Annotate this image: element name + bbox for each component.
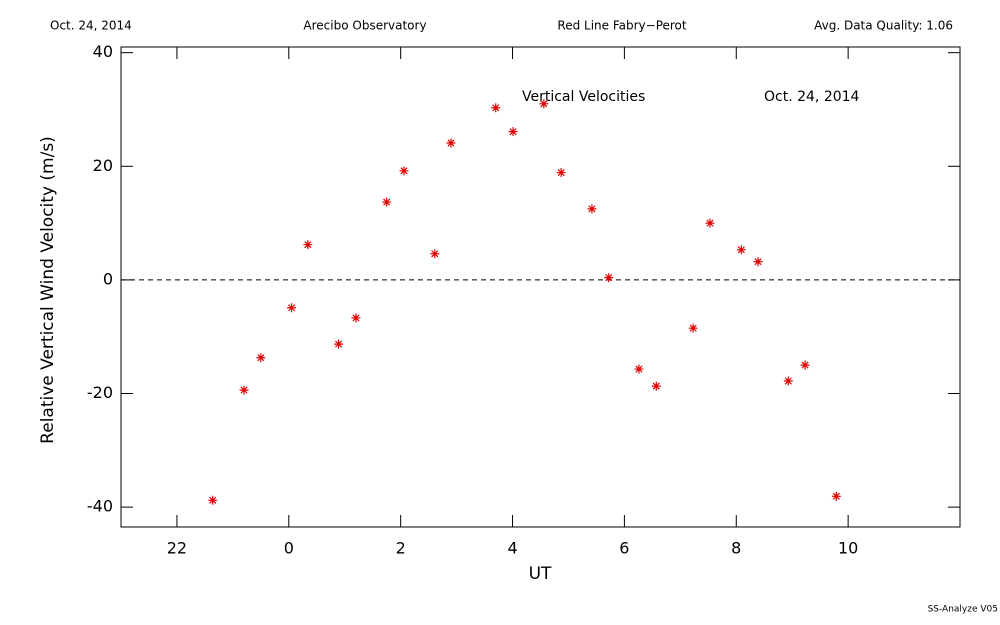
y-tick-label: 20 [93,156,113,175]
point [239,385,249,395]
header-quality: Avg. Data Quality: 1.06 [814,19,953,33]
point [208,495,218,505]
header-instrument: Red Line Fabry−Perot [557,19,687,33]
point [334,339,344,349]
point [491,103,501,113]
x-tick-label: 2 [396,539,406,558]
point [736,245,746,255]
point [256,353,266,363]
x-tick-label: 6 [619,539,629,558]
point [287,303,297,313]
point [753,257,763,267]
point [651,381,661,391]
point [705,218,715,228]
point [382,197,392,207]
x-axis-label: UT [529,564,552,584]
point [800,360,810,370]
x-tick-label: 0 [284,539,294,558]
annotation-date: Oct. 24, 2014 [764,89,860,105]
y-tick-label: -20 [87,383,113,402]
point [634,364,644,374]
header-date: Oct. 24, 2014 [50,19,132,33]
point [831,491,841,501]
y-tick-label: -40 [87,497,113,516]
point [539,99,549,109]
y-tick-label: 0 [103,269,113,288]
point [587,204,597,214]
point [604,273,614,283]
plot-frame [120,46,961,528]
footer: SS-Analyze V05 [928,605,998,615]
point [688,323,698,333]
x-tick-label: 22 [167,539,187,558]
point [508,127,518,137]
point [399,166,409,176]
header-site: Arecibo Observatory [303,19,426,33]
point [783,376,793,386]
point [556,168,566,178]
y-tick-label: 40 [93,42,113,61]
point [430,249,440,259]
x-tick-label: 4 [507,539,517,558]
point [303,240,313,250]
point [351,313,361,323]
y-axis-label: Relative Vertical Wind Velocity (m/s) [38,136,58,444]
point [446,138,456,148]
x-tick-label: 10 [838,539,858,558]
annotation-title: Vertical Velocities [522,89,645,105]
x-tick-label: 8 [731,539,741,558]
